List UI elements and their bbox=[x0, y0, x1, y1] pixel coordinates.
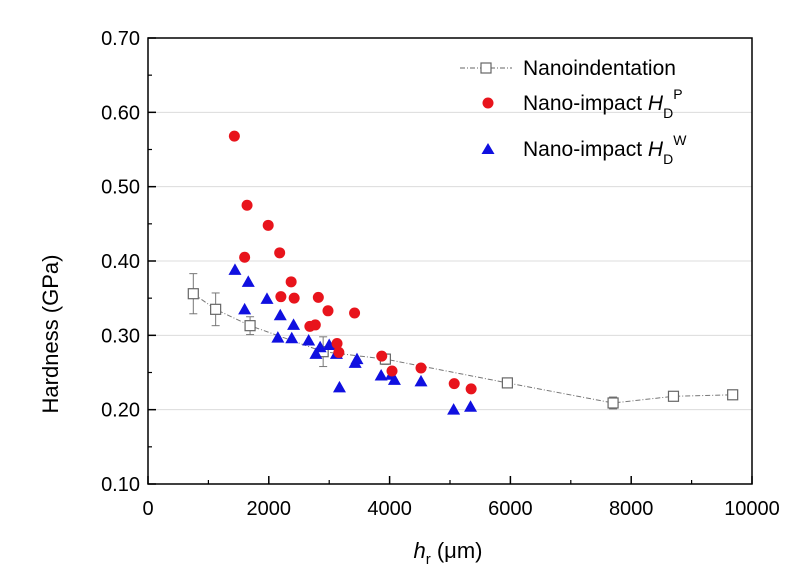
nano-impact-hdp-point bbox=[415, 362, 427, 374]
nano-impact-hdw-point bbox=[285, 331, 299, 344]
nano-impact-hdw-point bbox=[238, 302, 252, 315]
legend-item-nano-impact-hdw: Nano-impact HDW bbox=[481, 132, 687, 167]
nanoindentation-point bbox=[501, 377, 513, 389]
legend-text: Nano-impact bbox=[523, 138, 642, 161]
y-tick-label: 0.40 bbox=[101, 251, 140, 273]
nano-impact-hdp-point bbox=[448, 378, 460, 390]
nano-impact-hdw-point bbox=[447, 403, 461, 415]
x-tick-label: 6000 bbox=[488, 498, 533, 520]
nanoindentation-point bbox=[727, 389, 739, 401]
y-tick-label: 0.10 bbox=[101, 474, 140, 496]
x-tick-label: 0 bbox=[142, 498, 153, 520]
legend-triangle-marker bbox=[481, 143, 495, 154]
nanoindentation-point bbox=[210, 303, 222, 315]
nano-impact-hdp-point bbox=[262, 219, 274, 231]
data-points bbox=[187, 130, 739, 415]
nanoindentation-point bbox=[667, 390, 680, 402]
nano-impact-hdw-point bbox=[302, 334, 316, 346]
nanoindentation-line bbox=[189, 273, 737, 410]
legend-subscript: D bbox=[663, 151, 673, 167]
x-axis-title-symbol: h bbox=[413, 538, 425, 563]
nano-impact-hdp-point bbox=[228, 130, 240, 142]
nanoindentation-series-line bbox=[193, 293, 733, 404]
y-tick-label: 0.50 bbox=[101, 177, 140, 199]
x-tick-label: 2000 bbox=[247, 498, 292, 520]
legend-superscript: P bbox=[673, 86, 682, 102]
nano-impact-hdw-point bbox=[350, 352, 364, 365]
nano-impact-hdp-point bbox=[386, 365, 398, 377]
nanoindentation-point bbox=[607, 397, 619, 409]
x-tick-label: 4000 bbox=[367, 498, 412, 520]
nano-impact-hdw-point bbox=[387, 373, 401, 385]
legend-label-nano-impact-hdw: Nano-impact HDW bbox=[523, 132, 687, 167]
nano-impact-hdw-point bbox=[228, 263, 242, 275]
x-tick-label: 8000 bbox=[609, 498, 654, 520]
x-tick-label: 10000 bbox=[724, 498, 780, 520]
y-tick-label: 0.20 bbox=[101, 400, 140, 422]
nano-impact-hdw-point bbox=[414, 374, 428, 387]
nano-impact-hdp-point bbox=[274, 247, 286, 259]
nano-impact-hdp-point bbox=[239, 251, 251, 263]
legend-item-nano-impact-hdp: Nano-impact HDP bbox=[482, 86, 683, 121]
nano-impact-hdp-point bbox=[309, 319, 321, 331]
nano-impact-hdp-point bbox=[288, 292, 300, 304]
legend-circle-marker bbox=[482, 97, 494, 109]
legend-item-nanoindentation: Nanoindentation bbox=[460, 57, 676, 80]
legend-superscript: W bbox=[673, 132, 687, 148]
axis-ticks bbox=[147, 37, 753, 485]
nano-impact-hdw-point bbox=[374, 368, 388, 381]
nano-impact-hdp-point bbox=[333, 346, 345, 358]
nano-impact-hdw-point bbox=[309, 347, 323, 359]
legend-label-nano-impact-hdp: Nano-impact HDP bbox=[523, 86, 683, 121]
x-axis-title-subscript: r bbox=[426, 551, 431, 568]
legend-symbol: H bbox=[648, 92, 664, 115]
nano-impact-hdp-point bbox=[275, 291, 287, 303]
nano-impact-hdw-point bbox=[322, 338, 336, 350]
nano-impact-hdw-point bbox=[464, 400, 478, 412]
tick-labels: 0.10 0.20 0.30 0.40 0.50 0.60 0.70 0 2000 4000 600… bbox=[101, 28, 780, 520]
legend-text: Nano-impact bbox=[523, 92, 642, 115]
legend-symbol: H bbox=[648, 138, 664, 161]
nano-impact-hdp-point bbox=[312, 291, 324, 303]
nano-impact-hdp-point bbox=[285, 276, 297, 288]
legend-label-nanoindentation: Nanoindentation bbox=[523, 57, 676, 80]
nano-impact-hdp-point bbox=[376, 350, 388, 362]
legend: Nanoindentation Nano-impact HDP Nano-imp… bbox=[460, 57, 687, 167]
y-tick-label: 0.70 bbox=[101, 28, 140, 50]
nano-impact-hdw-point bbox=[273, 308, 287, 321]
legend-square-marker bbox=[480, 62, 492, 74]
y-tick-label: 0.60 bbox=[101, 102, 140, 124]
nano-impact-hdw-point bbox=[271, 331, 285, 343]
x-axis-title-unit: (μm) bbox=[431, 538, 483, 563]
nano-impact-hdp-point bbox=[465, 383, 477, 395]
nano-impact-hdp-point bbox=[349, 307, 361, 319]
nano-impact-hdw-point bbox=[241, 275, 255, 287]
y-axis-title: Hardness (GPa) bbox=[38, 255, 63, 414]
legend-subscript: D bbox=[663, 105, 673, 121]
x-axis-title: hr (μm) bbox=[413, 538, 482, 568]
nanoindentation-point bbox=[187, 288, 199, 300]
nanoindentation-point bbox=[244, 320, 256, 332]
nano-impact-hdp-point bbox=[322, 305, 334, 317]
nano-impact-hdw-point bbox=[287, 318, 301, 330]
y-tick-label: 0.30 bbox=[101, 325, 140, 347]
nano-impact-hdw-point bbox=[332, 380, 346, 393]
nano-impact-hdw-point bbox=[260, 292, 274, 304]
nano-impact-hdp-point bbox=[241, 199, 253, 211]
nano-impact-hdp-point bbox=[331, 338, 343, 350]
